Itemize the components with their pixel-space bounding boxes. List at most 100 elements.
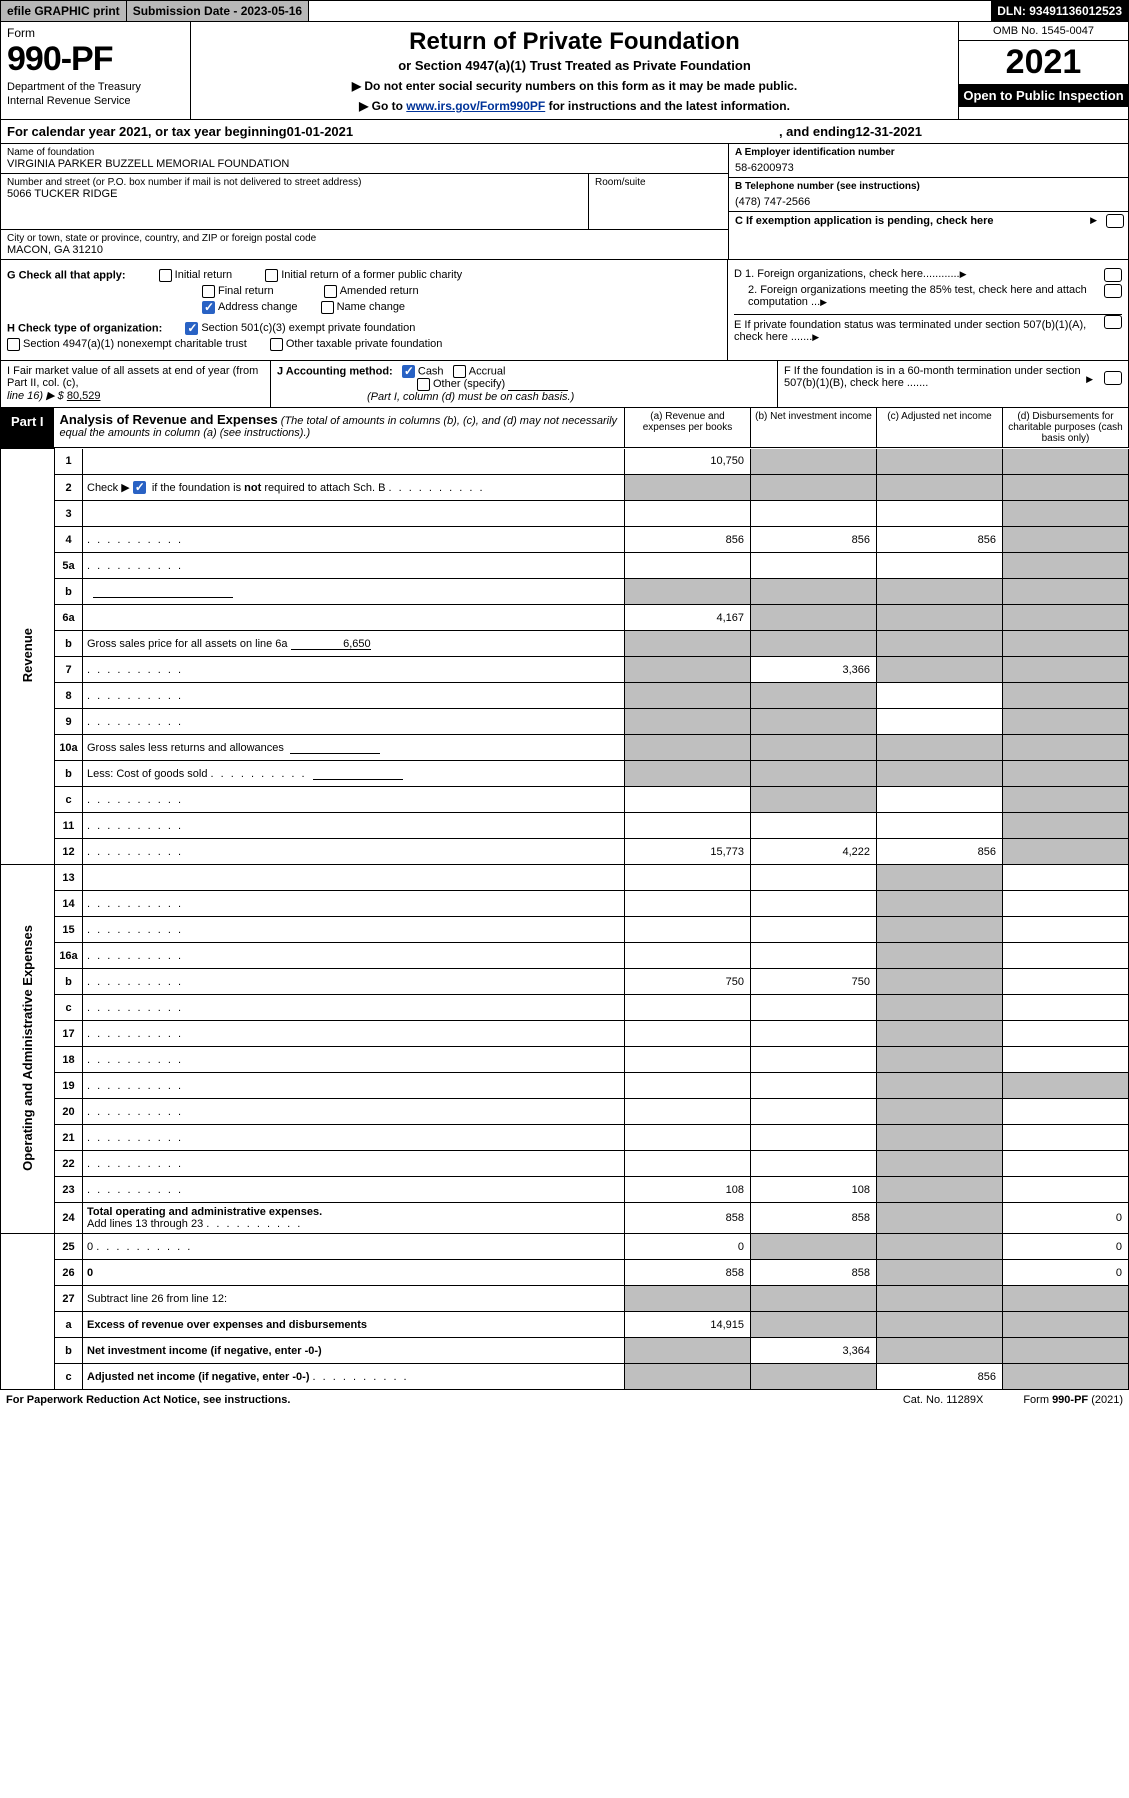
amt-b: 750: [751, 969, 877, 995]
addr-label: Number and street (or P.O. box number if…: [7, 177, 582, 188]
final-return-checkbox[interactable]: [202, 285, 215, 298]
amt-d: 0: [1003, 1234, 1129, 1260]
line-no: b: [55, 969, 83, 995]
line-desc: [83, 969, 625, 995]
cash-checkbox[interactable]: [402, 365, 415, 378]
h-label: H Check type of organization:: [7, 322, 162, 334]
revenue-side-label: Revenue: [20, 628, 35, 682]
i-j-f-row: I Fair market value of all assets at end…: [0, 361, 1129, 408]
i-label: I Fair market value of all assets at end…: [7, 365, 258, 389]
amended-return-checkbox[interactable]: [324, 285, 337, 298]
sch-b-checkbox[interactable]: [133, 481, 146, 494]
line-desc: [83, 1099, 625, 1125]
form-header: Form 990-PF Department of the Treasury I…: [0, 22, 1129, 120]
e-checkbox[interactable]: [1104, 315, 1122, 329]
d1-checkbox[interactable]: [1104, 268, 1122, 282]
city-label: City or town, state or province, country…: [7, 233, 722, 244]
line-no: a: [55, 1312, 83, 1338]
section-4947-label: Section 4947(a)(1) nonexempt charitable …: [23, 338, 247, 350]
other-taxable-checkbox[interactable]: [270, 338, 283, 351]
line-no: 23: [55, 1177, 83, 1203]
amt-d: 0: [1003, 1260, 1129, 1286]
line-no: 11: [55, 813, 83, 839]
line-desc: [83, 527, 625, 553]
line-desc: [83, 917, 625, 943]
table-row: b: [1, 579, 1129, 605]
address-change-checkbox[interactable]: [202, 301, 215, 314]
table-row: 2608588580: [1, 1260, 1129, 1286]
line-6b-value: 6,650: [291, 638, 371, 650]
fmv-value: 80,529: [67, 390, 101, 402]
amt-d: [1003, 449, 1129, 475]
line-no: b: [55, 1338, 83, 1364]
line-desc: [83, 1073, 625, 1099]
accrual-label: Accrual: [469, 365, 506, 377]
line-desc: Gross sales less returns and allowances: [83, 735, 625, 761]
line-desc: [83, 1021, 625, 1047]
tax-year: 2021: [959, 41, 1128, 84]
arrow-icon: [1090, 214, 1100, 226]
table-row: 8: [1, 683, 1129, 709]
calyear-mid: , and ending: [779, 124, 856, 139]
line-no: 18: [55, 1047, 83, 1073]
line-desc: [83, 943, 625, 969]
f-checkbox[interactable]: [1104, 371, 1122, 385]
line-no: 10a: [55, 735, 83, 761]
amt-b: 108: [751, 1177, 877, 1203]
part1-table: Revenue 110,750 2Check ▶ if the foundati…: [0, 448, 1129, 1390]
table-row: 15: [1, 917, 1129, 943]
j-note: (Part I, column (d) must be on cash basi…: [367, 391, 574, 403]
irs-link[interactable]: www.irs.gov/Form990PF: [406, 99, 545, 113]
exemption-pending-checkbox[interactable]: [1106, 214, 1124, 228]
section-4947-checkbox[interactable]: [7, 338, 20, 351]
table-row: 7 3,366: [1, 657, 1129, 683]
room-suite-label: Room/suite: [588, 174, 728, 229]
d1-label: D 1. Foreign organizations, check here..…: [734, 268, 960, 280]
section-501c3-checkbox[interactable]: [185, 322, 198, 335]
amt-a: 750: [625, 969, 751, 995]
line-desc: [83, 657, 625, 683]
line-no: 19: [55, 1073, 83, 1099]
dln-number: DLN: 93491136012523: [991, 1, 1128, 21]
table-row: 21: [1, 1125, 1129, 1151]
form-word: Form: [7, 26, 184, 40]
form-subtitle: or Section 4947(a)(1) Trust Treated as P…: [197, 58, 952, 73]
initial-return-checkbox[interactable]: [159, 269, 172, 282]
name-change-label: Name change: [337, 301, 406, 313]
line-desc: Excess of revenue over expenses and disb…: [83, 1312, 625, 1338]
table-row: 12 15,7734,222856: [1, 839, 1129, 865]
final-return-label: Final return: [218, 285, 274, 297]
amt-c: 856: [877, 527, 1003, 553]
calyear-begin: 01-01-2021: [287, 124, 354, 139]
name-label: Name of foundation: [7, 147, 722, 158]
line-no: 3: [55, 501, 83, 527]
amt-a: 858: [625, 1203, 751, 1234]
efile-print-button[interactable]: efile GRAPHIC print: [1, 1, 127, 21]
arrow-icon: [812, 331, 822, 343]
line-desc: Adjusted net income (if negative, enter …: [83, 1364, 625, 1390]
form-title: Return of Private Foundation: [197, 28, 952, 56]
line-no: b: [55, 579, 83, 605]
g-d-block: G Check all that apply: Initial return I…: [0, 260, 1129, 361]
form-ref: Form 990-PF (2021): [1023, 1394, 1123, 1406]
accrual-checkbox[interactable]: [453, 365, 466, 378]
line-no: c: [55, 787, 83, 813]
table-row: 24Total operating and administrative exp…: [1, 1203, 1129, 1234]
table-row: 20: [1, 1099, 1129, 1125]
table-row: 22: [1, 1151, 1129, 1177]
amt-a: 15,773: [625, 839, 751, 865]
d2-checkbox[interactable]: [1104, 284, 1122, 298]
amt-a: 858: [625, 1260, 751, 1286]
col-c-header: (c) Adjusted net income: [876, 408, 1002, 447]
initial-former-checkbox[interactable]: [265, 269, 278, 282]
amt-b: 3,366: [751, 657, 877, 683]
other-specify-checkbox[interactable]: [417, 378, 430, 391]
amt-a: 856: [625, 527, 751, 553]
exemption-pending-label: C If exemption application is pending, c…: [735, 215, 994, 227]
open-to-public: Open to Public Inspection: [959, 84, 1128, 107]
name-change-checkbox[interactable]: [321, 301, 334, 314]
amt-b: 858: [751, 1260, 877, 1286]
col-b-header: (b) Net investment income: [750, 408, 876, 447]
note2-pre: ▶ Go to: [359, 99, 406, 113]
address-change-label: Address change: [218, 301, 298, 313]
